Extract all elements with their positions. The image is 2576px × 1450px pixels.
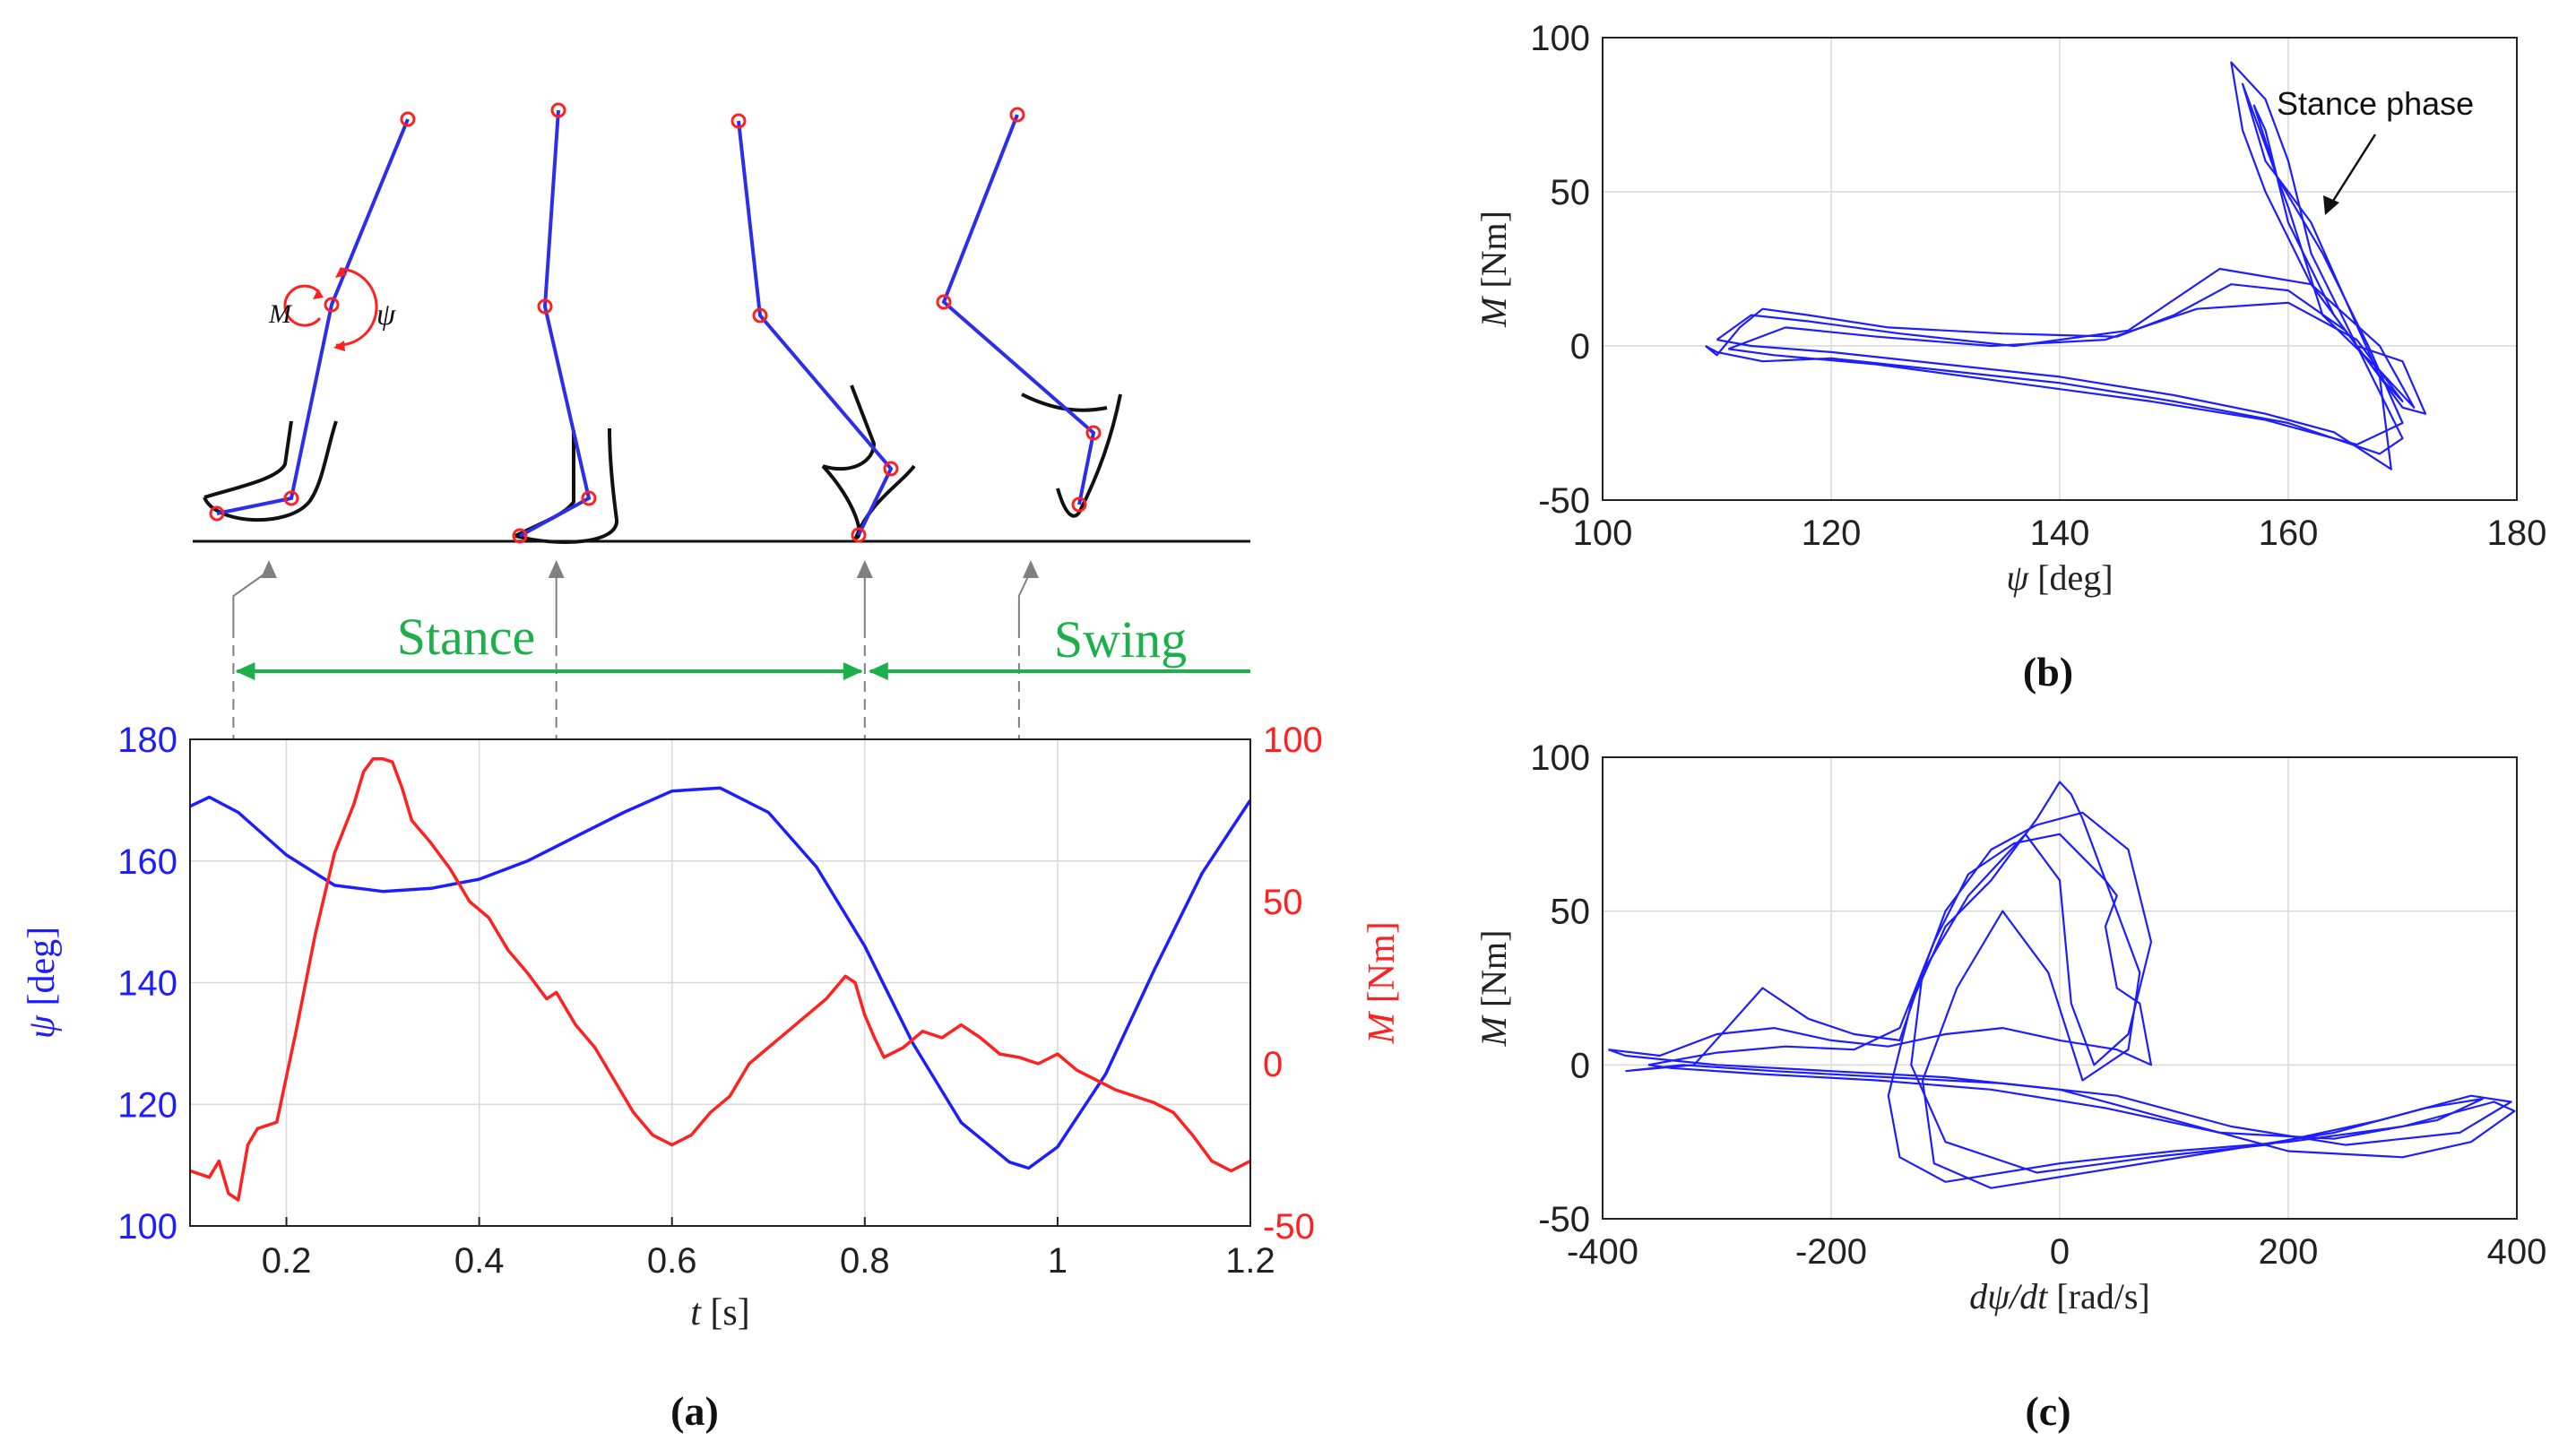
angle-symbol-label: ψ: [376, 298, 396, 332]
series-line-b-3: [1727, 104, 2404, 446]
moment-arc: [283, 284, 322, 327]
phase-arrow-head: [856, 560, 873, 578]
y-tick-label-c: 0: [1570, 1046, 1590, 1085]
phase-arrow-head: [548, 560, 565, 578]
stance-arrow-head-left: [235, 662, 255, 680]
axes-box-b: [1602, 37, 2518, 501]
x-tick-label-a: 0.2: [262, 1241, 312, 1281]
x-tick-label-b: 100: [1573, 514, 1633, 553]
phase-pointer-arrow: [232, 570, 270, 627]
x-tick-label-a: 1.2: [1225, 1241, 1275, 1281]
x-tick-label-c: -200: [1795, 1232, 1867, 1272]
x-axis-label-b: ψ [deg]: [2006, 557, 2113, 598]
panel-c-label: (c): [2025, 1388, 2070, 1434]
y-tick-label-a: 140: [117, 964, 177, 1004]
panel-a-label: (a): [670, 1388, 719, 1434]
panel-b-label: (b): [2023, 649, 2073, 695]
x-tick-label-a: 0.8: [840, 1241, 890, 1281]
angle-arc: [335, 267, 378, 347]
chart-c: -400 -200 0 200 400 -50 0 50 100 dψ/dt [rad/s] M […: [1474, 738, 2546, 1316]
y-tick-label-a: 120: [117, 1085, 177, 1125]
y-axis-label-a: ψ [deg]: [22, 927, 63, 1039]
leg-figure-1: M ψ: [203, 111, 416, 522]
leg-figure-2: [512, 102, 619, 544]
series-line-b-2: [1716, 82, 2416, 470]
y-tick-label-c: -50: [1538, 1200, 1590, 1239]
swing-label: Swing: [1054, 610, 1187, 669]
y-tick-label-b: 100: [1530, 19, 1590, 58]
x-tick-label-b: 140: [2030, 514, 2090, 553]
x-tick-label-b: 180: [2487, 514, 2547, 553]
y-tick-label-c: 50: [1551, 893, 1591, 932]
series-line-psi: [189, 786, 1252, 1170]
phase-arrow-head: [1023, 560, 1039, 578]
series-line-moment: [189, 756, 1251, 1202]
y-tick-label-a: 100: [117, 1207, 177, 1247]
x-tick-label-c: 0: [2050, 1232, 2070, 1272]
y-tick-label-a: 160: [117, 842, 177, 882]
phase-arrow-head: [261, 560, 277, 578]
series-line-c-1: [1608, 781, 2516, 1183]
y-tick-label-b: 50: [1551, 173, 1591, 212]
y-right-tick-label-a: -50: [1263, 1207, 1315, 1247]
y-axis-label-c: M [Nm]: [1474, 930, 1514, 1048]
stance-label: Stance: [397, 608, 536, 666]
phase-pointer-arrow: [1017, 570, 1032, 627]
x-tick-label-b: 160: [2259, 514, 2319, 553]
swing-arrow-head-left: [868, 662, 888, 680]
stance-phase-annotation: Stance phase: [2277, 85, 2474, 122]
y-tick-label-b: 0: [1570, 327, 1590, 367]
x-axis-label-c: dψ/dt [rad/s]: [1969, 1276, 2149, 1316]
leg-figure-3: [730, 113, 916, 543]
x-tick-label-c: 400: [2487, 1232, 2547, 1272]
series-line-c-3: [1647, 833, 2484, 1189]
stance-arrow-head-right: [843, 662, 863, 680]
y-tick-label-a: 180: [117, 721, 177, 760]
y-right-axis-label-a: M [Nm]: [1361, 921, 1403, 1044]
y-axis-label-b: M [Nm]: [1474, 211, 1514, 328]
chart-a: 0.2 0.4 0.6 0.8 1 1.2 100 120 140 160 180 -50 0 50 100…: [22, 721, 1403, 1333]
axes-box-c: [1602, 756, 2518, 1220]
y-tick-label-b: -50: [1538, 481, 1590, 521]
y-tick-label-c: 100: [1530, 738, 1590, 778]
x-tick-label-a: 0.6: [647, 1241, 697, 1281]
axes-box-a: [189, 738, 1251, 1227]
x-tick-label-c: -400: [1567, 1232, 1638, 1272]
chart-b: 100 120 140 160 180 -50 0 50 100 ψ [deg] M [Nm] Sta…: [1474, 19, 2546, 598]
series-line-b-1: [1705, 61, 2427, 455]
y-right-tick-label-a: 100: [1263, 721, 1323, 760]
annotation-arrow-line: [2327, 134, 2377, 209]
y-right-tick-label-a: 50: [1263, 883, 1303, 922]
leg-figure-4: [936, 107, 1122, 518]
y-right-tick-label-a: 0: [1263, 1045, 1283, 1084]
x-tick-label-b: 120: [1802, 514, 1862, 553]
x-tick-label-a: 1: [1048, 1241, 1068, 1281]
phase-markers: Stance Swing: [232, 560, 1250, 1226]
annotation-arrow-head: [2323, 195, 2339, 215]
x-tick-label-c: 200: [2259, 1232, 2319, 1272]
gait-illustration: M ψ: [193, 102, 1250, 544]
x-tick-label-a: 0.4: [454, 1241, 505, 1281]
moment-symbol-label: M: [268, 299, 293, 329]
x-axis-label-a: t [s]: [690, 1292, 750, 1333]
